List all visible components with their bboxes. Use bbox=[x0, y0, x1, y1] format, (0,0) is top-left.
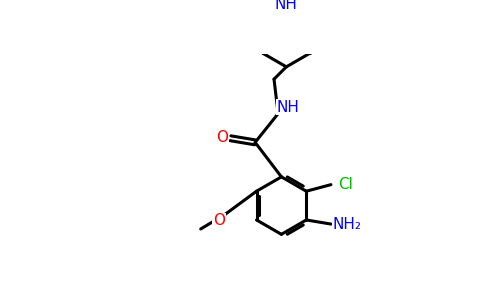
Text: Cl: Cl bbox=[338, 177, 353, 192]
Text: O: O bbox=[216, 130, 228, 145]
Text: NH: NH bbox=[276, 100, 300, 115]
Text: NH: NH bbox=[275, 0, 298, 12]
Text: NH₂: NH₂ bbox=[333, 217, 362, 232]
Text: O: O bbox=[213, 213, 225, 228]
